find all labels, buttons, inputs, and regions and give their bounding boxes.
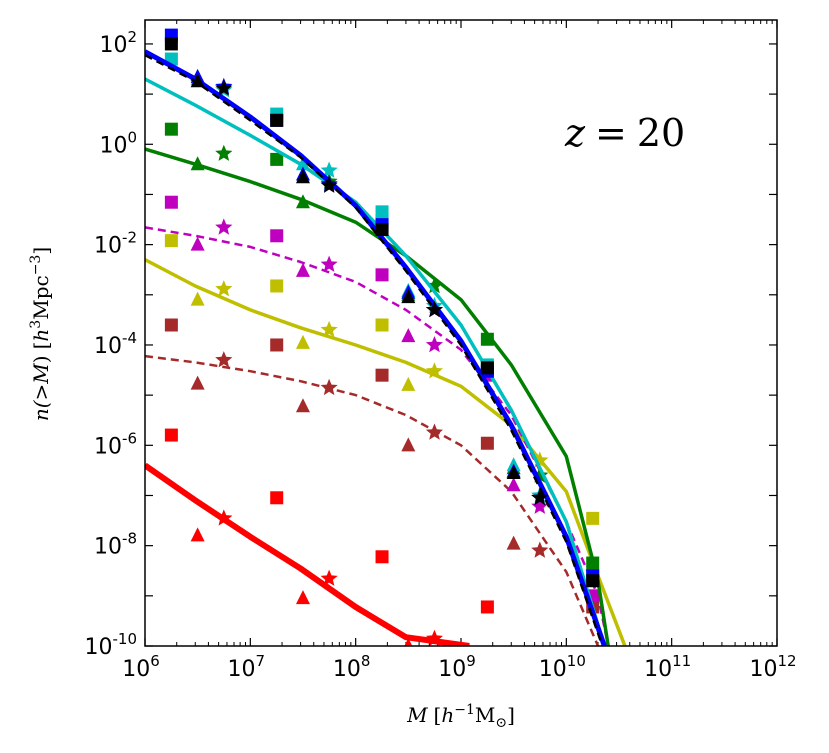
star-marker-green xyxy=(531,466,549,483)
triangle-marker-red xyxy=(404,638,413,646)
square-marker-brown xyxy=(270,338,284,352)
square-marker-olive xyxy=(586,511,600,525)
star-marker-brown xyxy=(425,423,443,440)
square-marker-green xyxy=(586,556,600,570)
tick-labels: 106 107 108 109 1010 1011 1012 10-10 10-8 10-6 10-… xyxy=(85,28,797,682)
triangle-marker-black xyxy=(506,465,521,480)
y-tick-label: 10-10 xyxy=(85,630,138,660)
triangle-marker-green xyxy=(190,156,205,171)
square-marker-magenta xyxy=(375,268,389,282)
star-marker-black xyxy=(531,488,549,506)
x-tick-label: 1011 xyxy=(644,652,691,682)
plot-frame xyxy=(144,19,778,647)
curve-black xyxy=(145,53,604,646)
square-marker-olive xyxy=(164,234,178,248)
square-marker-red xyxy=(270,491,284,505)
triangle-marker-magenta xyxy=(295,262,310,277)
star-marker-red xyxy=(425,629,443,646)
star-marker-black xyxy=(320,176,338,193)
curve-olive xyxy=(145,258,627,646)
square-marker-magenta xyxy=(164,195,178,209)
x-tick-label: 109 xyxy=(438,652,476,682)
star-marker-black xyxy=(215,79,233,96)
square-marker-black xyxy=(270,113,284,127)
square-marker-brown xyxy=(375,368,389,382)
x-tick-label: 1010 xyxy=(539,652,586,682)
star-marker-olive xyxy=(425,362,443,379)
square-marker-brown xyxy=(164,318,178,332)
square-marker-olive xyxy=(270,279,284,293)
series-layer xyxy=(145,28,627,646)
curve-brown xyxy=(145,354,600,646)
redshift-annotation: z = 20 xyxy=(564,111,685,155)
x-tick-label: 108 xyxy=(333,652,371,682)
square-marker-green xyxy=(164,122,178,136)
y-tick-label: 10-2 xyxy=(94,229,137,259)
triangle-marker-magenta xyxy=(506,477,521,492)
y-tick-label: 10-8 xyxy=(94,530,137,560)
x-tick-label: 1012 xyxy=(749,652,796,682)
y-tick-label: 102 xyxy=(99,28,137,58)
square-marker-cyan xyxy=(375,205,389,219)
triangle-marker-black xyxy=(190,73,205,88)
triangle-marker-green xyxy=(295,194,310,209)
square-marker-magenta xyxy=(270,229,284,243)
triangle-marker-black xyxy=(295,169,310,184)
curve-cyan xyxy=(145,77,607,646)
triangle-marker-olive xyxy=(401,376,416,391)
star-marker-black xyxy=(425,300,443,318)
star-marker-magenta xyxy=(531,497,549,514)
square-marker-red xyxy=(375,550,389,564)
square-marker-black xyxy=(164,37,178,51)
curve-red xyxy=(145,462,470,646)
triangle-marker-brown xyxy=(190,375,205,390)
star-marker-olive xyxy=(320,320,338,338)
star-marker-brown xyxy=(215,351,233,368)
star-marker-magenta xyxy=(320,255,338,272)
star-marker-brown xyxy=(531,541,549,558)
triangle-marker-magenta xyxy=(401,328,416,343)
triangle-marker-brown xyxy=(401,437,416,452)
x-axis-title: M [h−1M⊙] xyxy=(406,702,515,731)
star-marker-green xyxy=(215,144,233,161)
square-marker-red xyxy=(480,600,494,614)
curve-magenta xyxy=(145,226,610,646)
triangle-marker-black xyxy=(401,289,416,304)
star-marker-olive xyxy=(531,451,549,468)
star-marker-brown xyxy=(320,378,338,396)
triangle-marker-cyan xyxy=(295,156,310,171)
star-marker-cyan xyxy=(320,161,338,178)
star-marker-green xyxy=(425,277,443,294)
triangle-marker-brown xyxy=(295,398,310,413)
square-marker-black xyxy=(480,361,494,375)
square-marker-black xyxy=(586,574,600,588)
triangle-marker-olive xyxy=(295,334,310,349)
square-marker-green xyxy=(480,332,494,346)
star-marker-olive xyxy=(215,280,233,297)
triangle-marker-olive xyxy=(190,291,205,306)
y-tick-label: 10-4 xyxy=(94,329,137,359)
triangle-marker-red xyxy=(295,590,310,605)
triangle-marker-magenta xyxy=(190,236,205,251)
y-axis-title: n(>M)[h3Mpc−3] xyxy=(28,247,53,421)
star-marker-red xyxy=(320,569,338,586)
x-tick-label: 106 xyxy=(122,652,160,682)
square-marker-black xyxy=(375,223,389,237)
star-marker-magenta xyxy=(425,336,443,353)
square-marker-red xyxy=(164,428,178,442)
x-tick-label: 107 xyxy=(228,652,266,682)
square-marker-green xyxy=(270,152,284,166)
square-marker-olive xyxy=(375,318,389,332)
triangle-marker-brown xyxy=(506,535,521,550)
star-marker-magenta xyxy=(215,218,233,235)
y-tick-label: 100 xyxy=(99,128,137,158)
triangle-marker-red xyxy=(190,527,205,542)
star-marker-red xyxy=(215,509,233,526)
y-tick-label: 10-6 xyxy=(94,429,137,459)
square-marker-brown xyxy=(480,436,494,450)
curve-blue xyxy=(145,49,607,646)
